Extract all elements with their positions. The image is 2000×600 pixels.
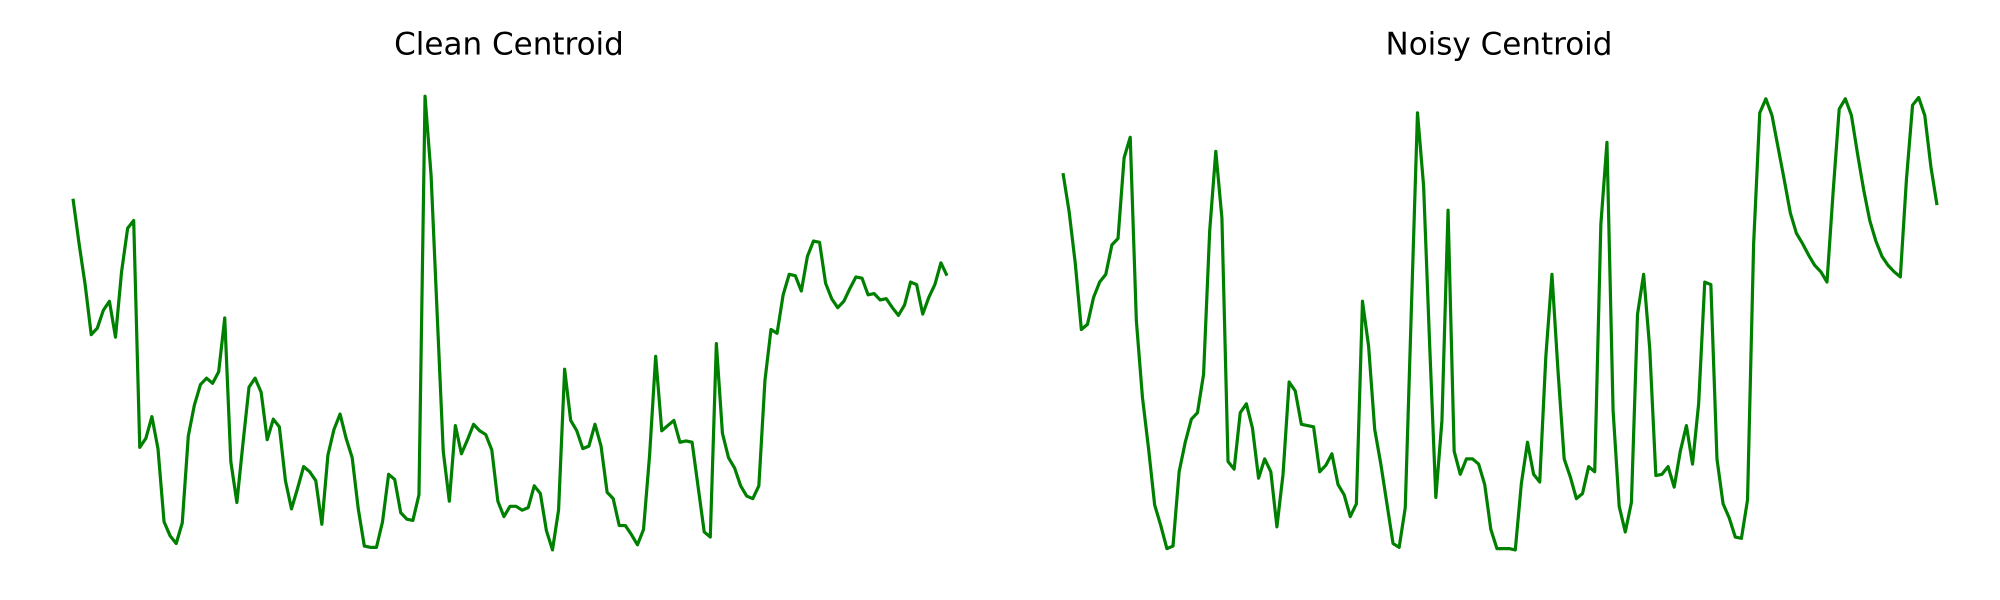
chart-title: Noisy Centroid <box>1386 27 1613 63</box>
data-line <box>71 94 949 552</box>
chart-title: Clean Centroid <box>394 27 624 63</box>
data-line <box>1061 95 1939 552</box>
